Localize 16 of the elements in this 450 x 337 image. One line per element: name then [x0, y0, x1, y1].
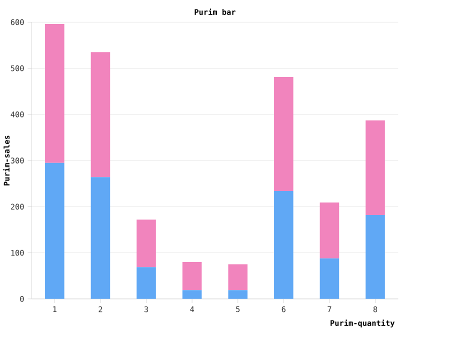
bar — [90, 52, 110, 177]
bar — [136, 266, 156, 299]
bar — [90, 176, 110, 299]
bar — [274, 76, 294, 191]
bar — [274, 190, 294, 299]
bar — [182, 262, 202, 290]
bar — [182, 290, 202, 299]
bar — [45, 24, 64, 163]
bar — [320, 258, 340, 299]
bar — [320, 202, 340, 258]
bar — [136, 219, 156, 267]
bar — [228, 264, 248, 290]
bar — [366, 214, 385, 299]
bar — [366, 120, 385, 215]
bar — [228, 290, 248, 299]
bar — [45, 162, 64, 299]
